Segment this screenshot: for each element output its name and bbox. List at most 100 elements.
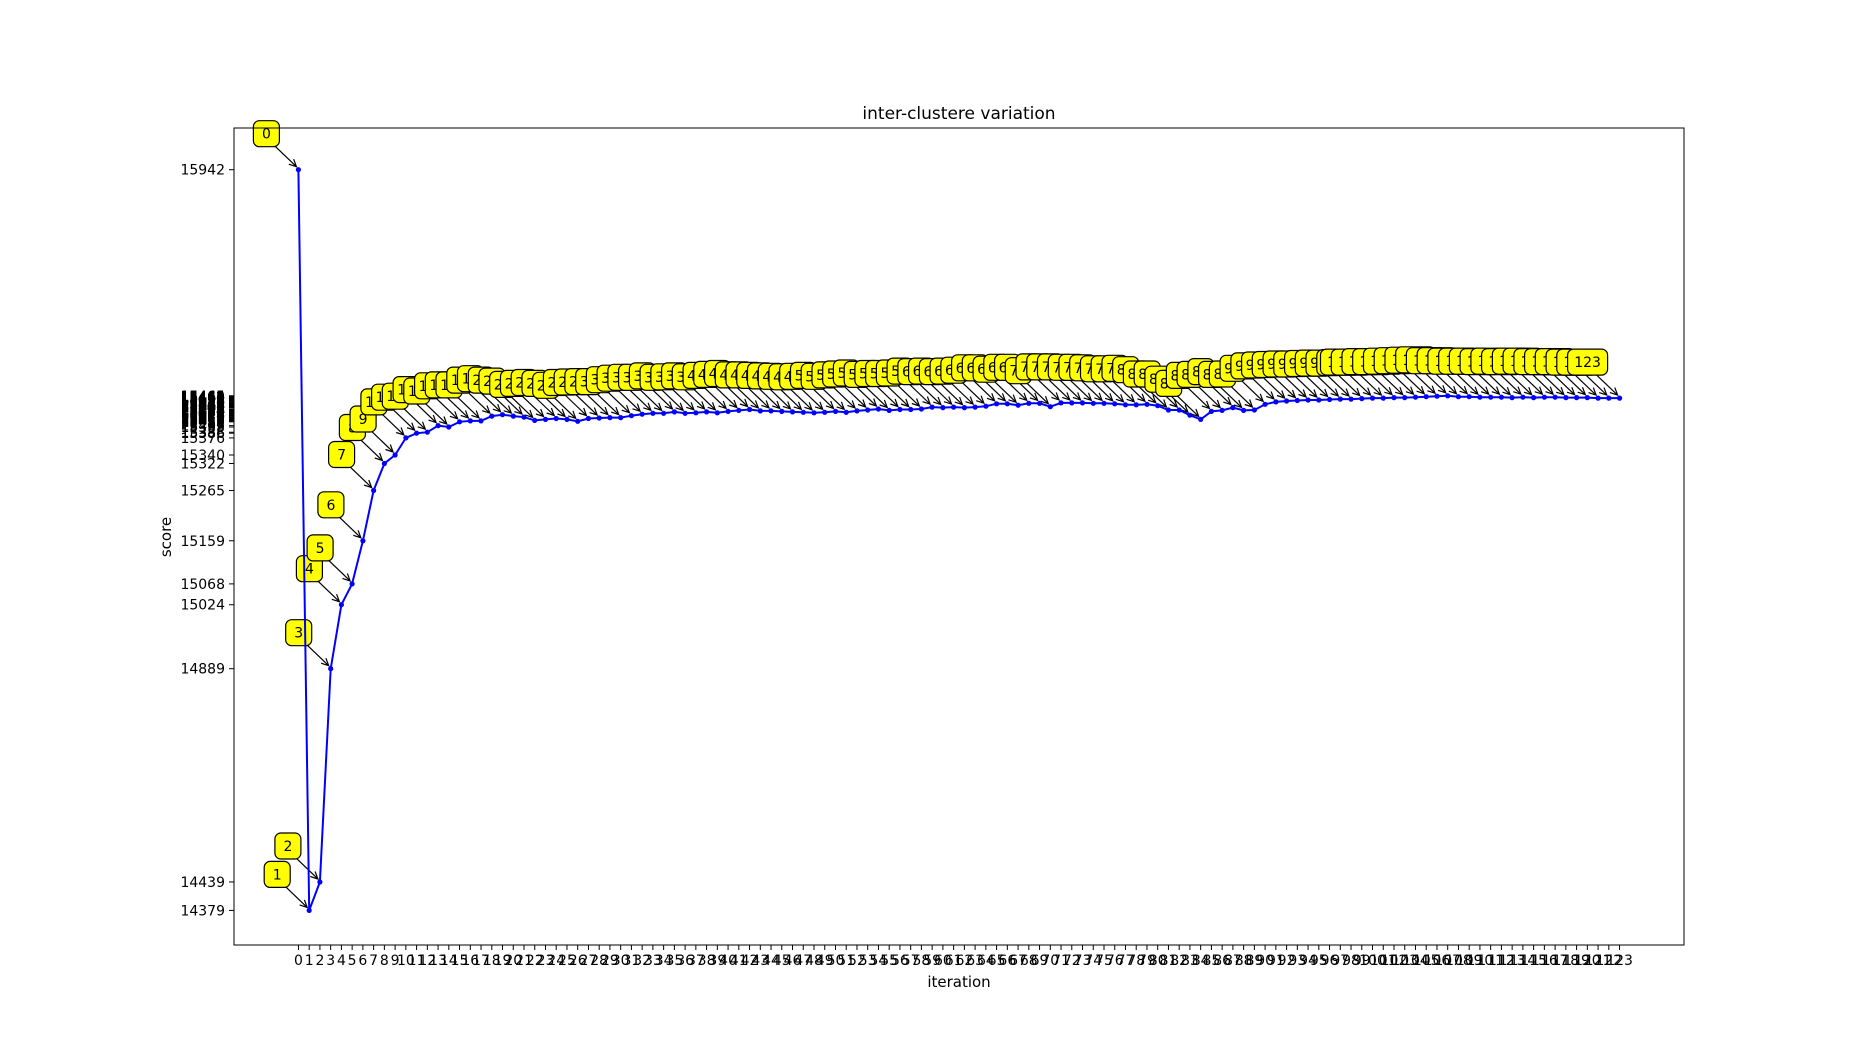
annotation-arrowhead <box>1083 392 1093 402</box>
x-tick-label: 58 <box>912 953 930 969</box>
annotation-arrow <box>1270 374 1296 398</box>
annotation-arrow <box>1281 373 1307 398</box>
data-point <box>693 410 699 416</box>
y-tick-label: 15433 <box>180 404 225 420</box>
x-tick-label: 97 <box>1331 953 1349 969</box>
chart-title: inter-clustere variation <box>862 104 1055 124</box>
annotation-arrow <box>347 464 373 488</box>
annotation-box <box>306 534 334 562</box>
annotation-label: 7 <box>337 448 346 464</box>
data-point <box>1155 403 1161 409</box>
annotation-arrow <box>572 391 598 416</box>
x-tick-label: 47 <box>794 953 812 969</box>
x-tick-label: 17 <box>472 953 490 969</box>
y-tick-label: 15461 <box>180 391 225 407</box>
y-tick-label: 15462 <box>180 390 225 406</box>
data-point <box>1079 400 1086 406</box>
x-tick-label: 95 <box>1310 953 1328 969</box>
y-tick-label: 15446 <box>180 398 225 414</box>
annotation-arrow <box>336 514 362 539</box>
y-tick-label: 15443 <box>180 399 225 415</box>
data-point <box>951 404 957 410</box>
y-tick-label: 15433 <box>180 404 225 420</box>
x-tick-label: 3 <box>326 953 335 969</box>
y-tick-label: 15461 <box>180 391 225 407</box>
x-tick-label: 83 <box>1181 953 1199 969</box>
annotation-arrowhead <box>1298 389 1308 398</box>
annotation-arrowhead <box>1190 408 1200 418</box>
x-axis-label: iteration <box>927 973 990 991</box>
x-tick-label: 86 <box>1213 953 1231 969</box>
annotation-box <box>274 832 302 860</box>
x-tick-label: 100 <box>1359 953 1386 969</box>
y-tick-label: 15068 <box>180 577 225 593</box>
data-point <box>929 404 935 410</box>
x-tick-label: 52 <box>848 953 866 969</box>
data-point <box>832 408 839 414</box>
data-point <box>1412 394 1419 400</box>
annotation-label: 0 <box>262 127 271 143</box>
annotation-arrowhead <box>1062 392 1071 401</box>
y-tick-label: 15415 <box>180 412 225 428</box>
data-point <box>575 418 581 424</box>
data-point <box>865 407 871 413</box>
data-point <box>1241 407 1247 413</box>
annotation-arrowhead <box>1319 388 1329 398</box>
x-tick-label: 38 <box>698 953 716 969</box>
x-tick-label: 29 <box>601 953 619 969</box>
y-tick-label: 15417 <box>180 411 225 427</box>
data-point <box>1509 395 1515 401</box>
annotation-arrowhead <box>320 657 330 667</box>
data-point <box>789 409 796 415</box>
y-tick-label: 15460 <box>180 391 225 407</box>
x-tick-label: 43 <box>751 953 769 969</box>
x-tick-label: 21 <box>515 953 533 969</box>
annotation-arrowhead <box>1094 392 1103 402</box>
x-tick-label: 68 <box>1020 953 1038 969</box>
x-tick-label: 30 <box>612 953 630 969</box>
annotation-arrow <box>465 389 491 414</box>
annotation: 2 <box>274 832 319 880</box>
data-point <box>1541 394 1547 400</box>
annotation-arrow <box>658 386 684 411</box>
annotation-arrow <box>959 379 985 404</box>
x-tick-label: 75 <box>1095 953 1113 969</box>
annotation-arrowhead <box>1502 386 1512 396</box>
annotation-arrowhead <box>610 406 620 416</box>
annotation-arrow <box>454 394 480 419</box>
annotation: 6 <box>317 491 362 539</box>
annotation-arrow <box>830 384 856 409</box>
annotation-arrowhead <box>417 421 427 431</box>
annotation: 5 <box>306 534 352 582</box>
annotation-arrow <box>508 393 534 418</box>
annotation-arrow <box>519 393 544 417</box>
data-point <box>467 418 473 424</box>
x-tick-label: 92 <box>1278 953 1296 969</box>
x-tick-label: 1 <box>305 953 314 969</box>
annotation-arrow <box>690 386 716 411</box>
annotation-arrowhead <box>686 402 695 411</box>
data-point <box>1198 416 1204 422</box>
annotation-arrow <box>400 405 426 430</box>
y-tick-label: 15456 <box>180 393 225 409</box>
data-point <box>1617 395 1623 401</box>
data-point <box>1112 401 1118 407</box>
x-tick-label: 0 <box>294 953 303 969</box>
y-tick-label: 15422 <box>180 409 225 425</box>
annotation-arrowhead <box>664 401 674 410</box>
annotation-arrowhead <box>729 399 738 409</box>
x-tick-label: 73 <box>1074 953 1092 969</box>
annotation-arrow <box>1324 372 1350 397</box>
x-tick-label: 39 <box>708 953 726 969</box>
annotation-label: 9 <box>359 412 368 428</box>
x-tick-label: 13 <box>429 953 447 969</box>
annotation-arrowhead <box>1513 386 1522 396</box>
data-point <box>1402 395 1408 401</box>
x-tick-label: 89 <box>1245 953 1263 969</box>
x-tick-label: 112 <box>1488 953 1515 969</box>
data-point <box>1208 408 1214 414</box>
annotation-label: 123 <box>1574 355 1601 371</box>
data-point <box>768 408 774 414</box>
annotation-arrow <box>1571 371 1597 396</box>
x-tick-label: 55 <box>880 953 898 969</box>
